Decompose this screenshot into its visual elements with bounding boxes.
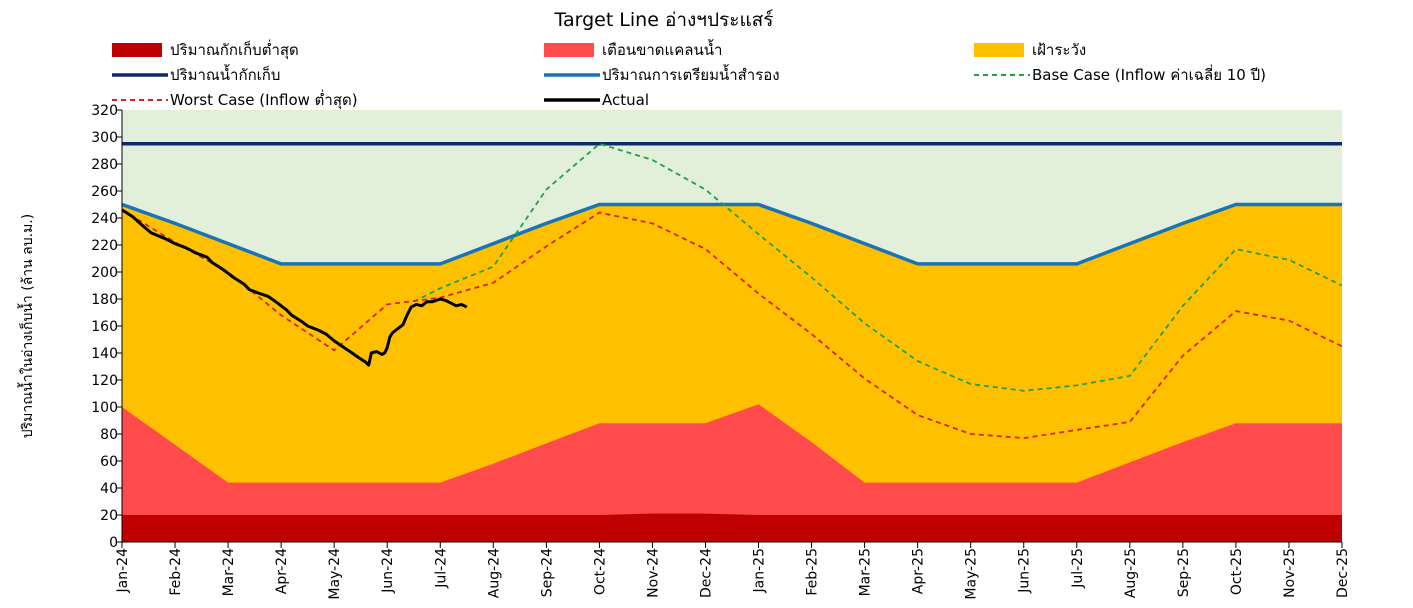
x-tick-label: Aug-24: [486, 548, 502, 598]
x-tick-label: Dec-25: [1335, 548, 1351, 598]
legend-label: ปริมาณน้ำกักเก็บ: [170, 64, 280, 84]
x-tick-label: Apr-25: [911, 548, 927, 594]
x-tick-label: May-24: [327, 548, 343, 600]
legend-label: เตือนขาดแคลนน้ำ: [602, 39, 722, 59]
y-tick-label: 240: [91, 211, 118, 227]
x-tick-label: Nov-24: [645, 548, 661, 598]
x-tick-label: Jul-24: [433, 548, 449, 589]
legend-label: ปริมาณกักเก็บต่ำสุด: [170, 39, 299, 60]
legend-label: ปริมาณการเตรียมน้ำสำรอง: [602, 64, 780, 84]
plot-area: [121, 110, 1343, 542]
line-actual: [121, 208, 468, 367]
legend-item-base-case: Base Case (Inflow ค่าเฉลี่ย 10 ปี): [974, 64, 1266, 84]
x-tick-label: Apr-24: [274, 548, 290, 594]
y-tick-label: 60: [100, 454, 118, 470]
x-tick-label: Sep-25: [1176, 548, 1192, 597]
x-tick-label: Jul-25: [1070, 548, 1086, 589]
legend-item-worst-case: Worst Case (Inflow ต่ำสุด): [112, 89, 358, 110]
x-tick-label: Jan-25: [752, 548, 768, 593]
x-tick-label: Sep-24: [539, 548, 555, 597]
legend-item-shortage-warning: เตือนขาดแคลนน้ำ: [544, 39, 722, 59]
y-axis-label: ปริมาณน้ำในอ่างเก็บน้ำ (ล้าน ลบ.ม.): [17, 214, 36, 438]
legend-swatch: [112, 43, 162, 57]
y-tick-label: 160: [91, 319, 118, 335]
y-tick-label: 320: [91, 103, 118, 119]
y-tick-label: 80: [100, 427, 118, 443]
y-tick-label: 100: [91, 400, 118, 416]
legend-item-actual: Actual: [544, 91, 649, 109]
x-tick-label: Mar-25: [858, 548, 874, 596]
y-tick-label: 120: [91, 373, 118, 389]
legend-item-min-storage: ปริมาณกักเก็บต่ำสุด: [112, 39, 299, 60]
x-tick-label: Mar-24: [221, 548, 237, 596]
y-tick-label: 40: [100, 481, 118, 497]
y-tick-label: 180: [91, 292, 118, 308]
x-tick-label: Jun-24: [380, 548, 396, 594]
line-base-case: [413, 142, 1343, 392]
y-tick-label: 260: [91, 184, 118, 200]
line-worst-case: [121, 209, 1343, 440]
area-min-storage: [122, 513, 1342, 542]
legend-label: Worst Case (Inflow ต่ำสุด): [170, 89, 358, 110]
legend: ปริมาณกักเก็บต่ำสุด เตือนขาดแคลนน้ำ เฝ้าระ…: [112, 39, 1266, 110]
y-tick-label: 220: [91, 238, 118, 254]
y-tick-label: 0: [109, 535, 118, 551]
legend-item-reserve: ปริมาณการเตรียมน้ำสำรอง: [544, 64, 780, 84]
x-tick-label: Nov-25: [1282, 548, 1298, 598]
x-tick-label: Jan-24: [115, 548, 131, 594]
area-shortage-warning: [122, 404, 1342, 542]
legend-swatch: [544, 43, 594, 57]
line-reserve: [121, 202, 1342, 266]
legend-item-watch: เฝ้าระวัง: [974, 41, 1086, 59]
legend-label: Base Case (Inflow ค่าเฉลี่ย 10 ปี): [1032, 64, 1266, 84]
x-tick-label: Oct-25: [1229, 548, 1245, 595]
x-tick-label: Feb-24: [168, 548, 184, 596]
area-watch: [122, 204, 1342, 542]
legend-label: Actual: [602, 91, 649, 109]
x-tick-label: Jun-25: [1017, 548, 1033, 594]
x-tick-label: May-25: [964, 548, 980, 600]
y-tick-label: 280: [91, 157, 118, 173]
y-tick-label: 20: [100, 508, 118, 524]
x-tick-label: Dec-24: [698, 548, 714, 598]
y-tick-label: 140: [91, 346, 118, 362]
axes: 0 20 40 60 80 100 120 140 160 180 200 220 240 260 280 3…: [91, 103, 1351, 600]
y-tick-label: 200: [91, 265, 118, 281]
x-tick-label: Oct-24: [592, 548, 608, 595]
x-tick-label: Feb-25: [805, 548, 821, 596]
legend-label: เฝ้าระวัง: [1032, 41, 1086, 59]
y-tick-label: 300: [91, 130, 118, 146]
legend-swatch: [974, 43, 1024, 57]
x-tick-label: Aug-25: [1123, 548, 1139, 598]
legend-item-capacity: ปริมาณน้ำกักเก็บ: [112, 64, 280, 84]
chart-title: Target Line อ่างฯประแสร์: [553, 9, 773, 31]
